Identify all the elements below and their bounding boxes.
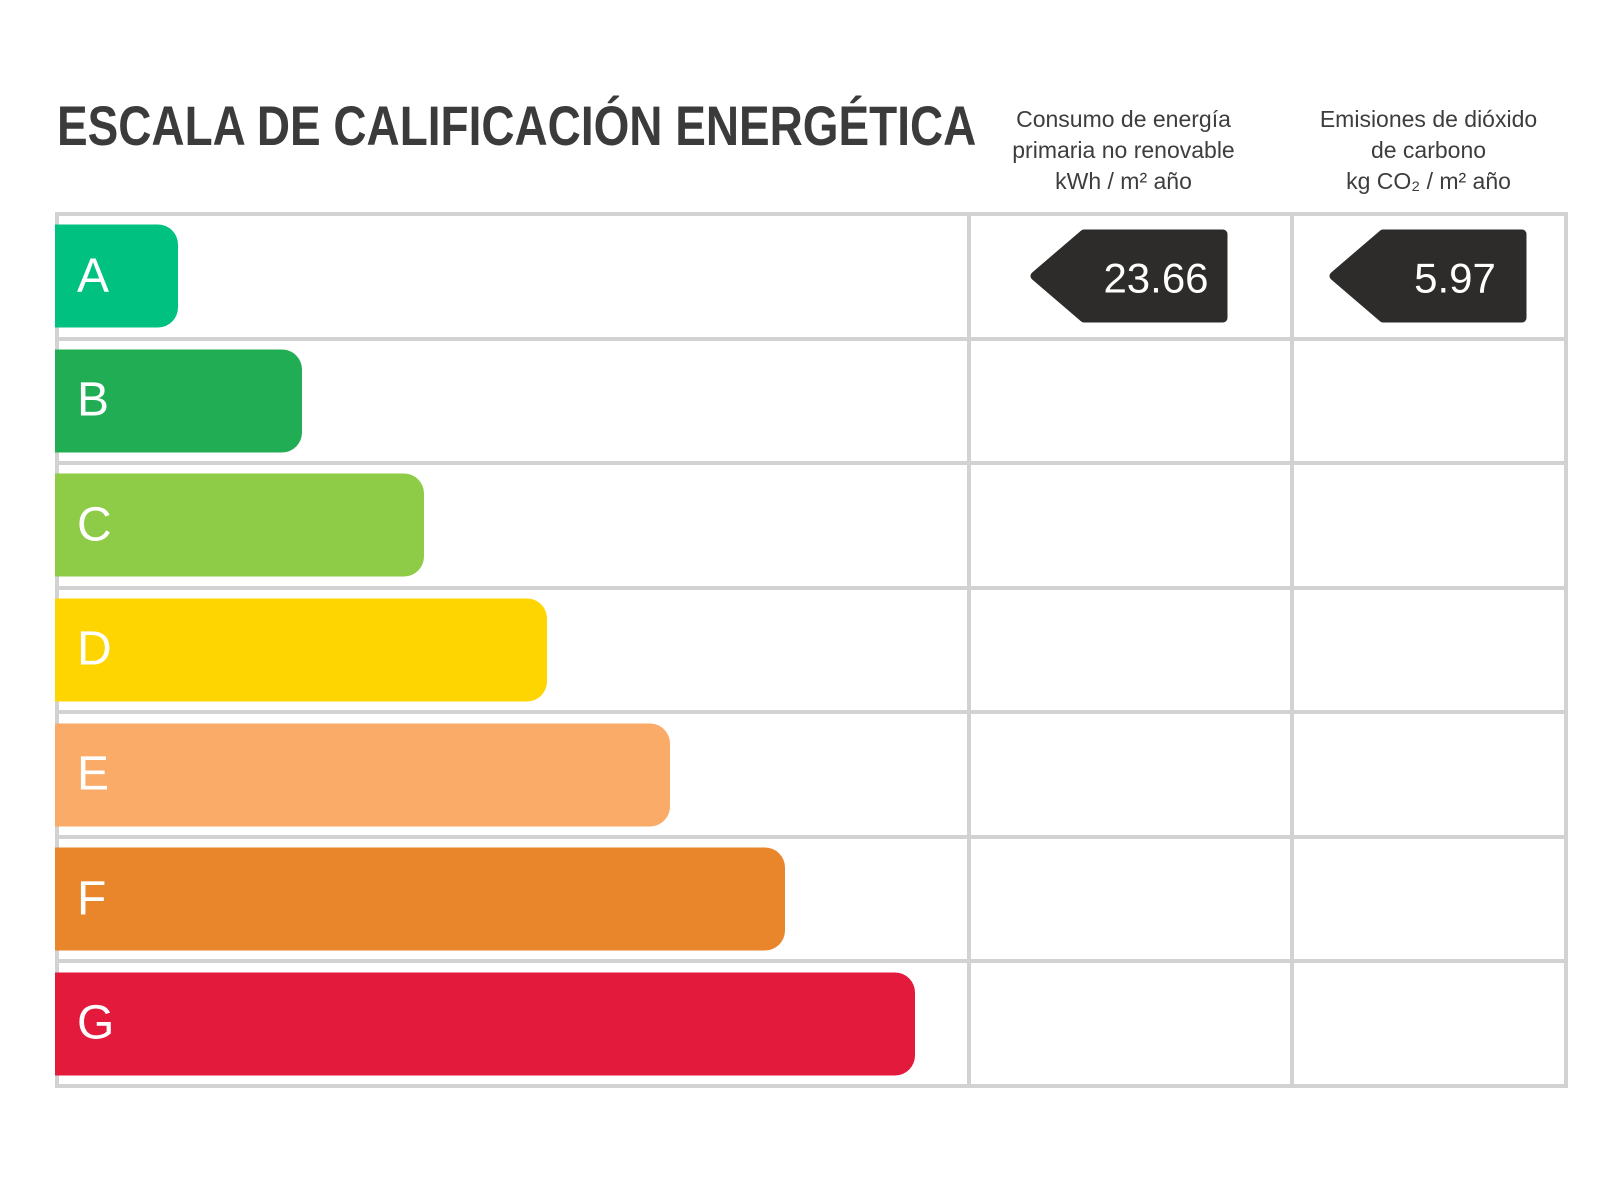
- energy-value: 23.66: [1103, 255, 1208, 302]
- rating-bar-a: A: [55, 224, 178, 328]
- emissions-value-cell-a: 5.97: [1293, 216, 1564, 337]
- rating-bar-cell-e: E: [55, 714, 967, 835]
- energy-value-cell-b: [970, 340, 1290, 462]
- energy-value-cell-e: [970, 714, 1290, 835]
- rating-letter-b: B: [77, 373, 110, 427]
- rating-letter-a: A: [77, 249, 110, 303]
- emissions-value-cell-g: [1293, 963, 1564, 1084]
- rating-letter-f: F: [77, 872, 107, 926]
- rating-letter-d: D: [77, 622, 112, 676]
- energy-value-cell-c: [970, 465, 1290, 586]
- rating-bar-cell-d: D: [55, 589, 967, 711]
- rating-bar-f: F: [55, 847, 785, 951]
- rating-letter-e: E: [77, 747, 110, 801]
- rating-letter-c: C: [77, 498, 112, 552]
- page-title: ESCALA DE CALIFICACIÓN ENERGÉTICA: [57, 94, 977, 157]
- left-arrow-icon: [1329, 229, 1527, 323]
- rating-bar-cell-c: C: [55, 465, 967, 586]
- emissions-value-cell-f: [1293, 838, 1564, 960]
- emissions-header-line-3: kg CO₂ / m² año: [1346, 168, 1511, 194]
- emissions-header-line-2: de carbono: [1370, 137, 1487, 163]
- emissions-arrow-badge: 5.97: [1329, 229, 1527, 323]
- rating-bar-cell-f: F: [55, 838, 967, 960]
- energy-value-cell-d: [970, 589, 1290, 711]
- emissions-header-line-1: Emisiones de dióxido: [1319, 106, 1538, 132]
- energy-value-cell-a: 23.66: [970, 216, 1290, 337]
- rating-bar-cell-a: A: [55, 216, 967, 337]
- energy-header-line-2: primaria no renovable: [1012, 137, 1235, 163]
- energy-header-line-3: kWh / m² año: [1055, 168, 1192, 194]
- rating-bar-e: E: [55, 723, 670, 827]
- emissions-value-cell-c: [1293, 465, 1564, 586]
- emissions-value-cell-b: [1293, 340, 1564, 462]
- emissions-value-cell-d: [1293, 589, 1564, 711]
- energy-column-header: Consumo de energía primaria no renovable…: [958, 104, 1289, 197]
- rating-bar-d: D: [55, 598, 548, 702]
- rating-letter-g: G: [77, 996, 115, 1050]
- rating-bar-cell-g: G: [55, 963, 967, 1084]
- energy-value-cell-g: [970, 963, 1290, 1084]
- left-arrow-icon: [1030, 229, 1228, 323]
- emissions-value-cell-e: [1293, 714, 1564, 835]
- rating-table: A 23.66 5.97 B C: [55, 212, 1568, 1088]
- rating-bar-c: C: [55, 473, 424, 577]
- energy-value-cell-f: [970, 838, 1290, 960]
- rating-bar-g: G: [55, 972, 915, 1076]
- emissions-column-header: Emisiones de dióxido de carbono kg CO₂ /…: [1289, 104, 1568, 197]
- energy-header-line-1: Consumo de energía: [1016, 106, 1231, 132]
- emissions-value: 5.97: [1414, 255, 1496, 302]
- rating-bar-cell-b: B: [55, 340, 967, 462]
- rating-bar-b: B: [55, 349, 303, 453]
- energy-arrow-badge: 23.66: [1030, 229, 1228, 323]
